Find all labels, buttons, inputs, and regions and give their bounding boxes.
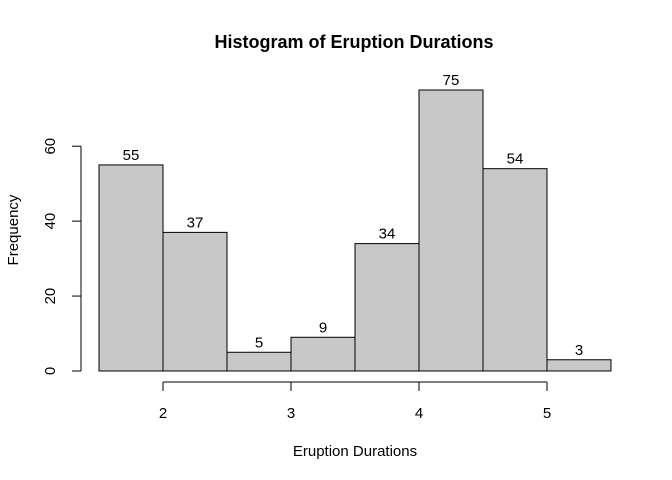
histogram-bar — [98, 164, 164, 372]
bar-value-label: 5 — [255, 334, 263, 351]
data-labels-group: 55 37 5 9 34 75 54 3 — [123, 72, 584, 359]
bar-value-label: 34 — [379, 226, 396, 243]
bars-group — [98, 89, 612, 372]
y-axis-label: Frequency — [5, 194, 22, 265]
histogram-bar — [482, 168, 548, 372]
bar-value-label: 3 — [575, 342, 583, 359]
x-axis: 2 3 4 5 — [159, 381, 551, 422]
histogram-bar — [418, 89, 484, 372]
chart-title: Histogram of Eruption Durations — [215, 32, 494, 52]
bar-value-label: 54 — [507, 151, 524, 168]
bar-value-label: 9 — [319, 319, 327, 336]
y-tick-label: 40 — [42, 213, 59, 230]
y-axis: 0 20 40 60 — [42, 138, 82, 375]
histogram-bar — [354, 243, 420, 372]
bar-value-label: 37 — [187, 214, 204, 231]
x-tick-label: 5 — [543, 405, 551, 422]
bar-value-label: 75 — [443, 72, 460, 89]
y-tick-label: 20 — [42, 288, 59, 305]
bar-value-label: 55 — [123, 147, 140, 164]
y-tick-label: 0 — [42, 367, 59, 375]
histogram-bar — [226, 351, 292, 372]
x-tick-label: 3 — [287, 405, 295, 422]
histogram-bar — [290, 336, 356, 372]
x-axis-label: Eruption Durations — [293, 443, 417, 460]
x-tick-label: 2 — [159, 405, 167, 422]
x-tick-label: 4 — [415, 405, 423, 422]
histogram-bar — [546, 359, 612, 372]
histogram-bar — [162, 231, 228, 372]
y-tick-label: 60 — [42, 138, 59, 155]
